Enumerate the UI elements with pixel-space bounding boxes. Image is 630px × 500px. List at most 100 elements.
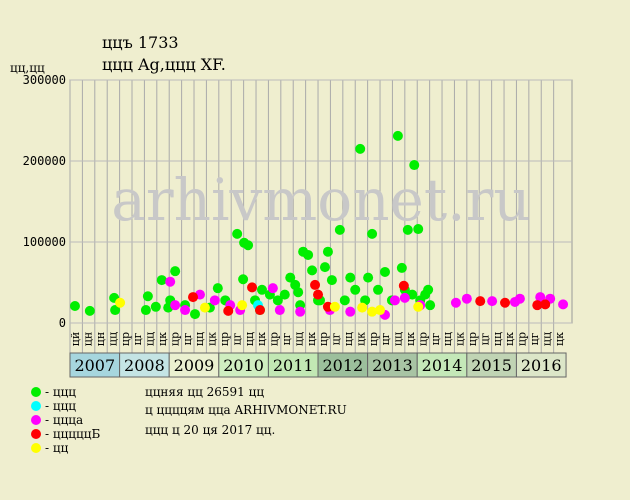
legend-marker — [31, 415, 41, 425]
x-tick-label: цц — [243, 332, 256, 346]
point — [396, 262, 407, 273]
x-tick-label: цц — [144, 332, 157, 346]
legend-label: - цц — [45, 441, 69, 455]
point — [461, 293, 472, 304]
point — [69, 300, 80, 311]
point — [475, 296, 486, 307]
point — [307, 265, 318, 276]
point — [329, 301, 340, 312]
point — [540, 299, 551, 310]
point — [156, 275, 167, 286]
point — [232, 228, 243, 239]
y-tick-label: 100000 — [23, 235, 66, 249]
watermark: arhivmonet.ru — [111, 166, 530, 234]
x-tick-label: цк — [503, 332, 516, 346]
year-label: 2012 — [322, 356, 363, 375]
point — [514, 293, 525, 304]
point — [254, 305, 265, 316]
legend-marker — [31, 401, 41, 411]
point — [322, 246, 333, 257]
x-tick-label: цк — [206, 332, 219, 346]
year-label: 2010 — [223, 356, 264, 375]
point — [345, 306, 356, 317]
point — [150, 301, 161, 312]
legend-label: - ццца — [45, 413, 83, 427]
year-label: 2015 — [471, 356, 512, 375]
year-label: 2007 — [74, 356, 115, 375]
x-tick-label: цг — [379, 332, 392, 345]
year-band — [416, 352, 468, 378]
point — [237, 300, 248, 311]
point — [487, 296, 498, 307]
year-label: 2013 — [372, 356, 413, 375]
x-tick-label: цг — [528, 332, 541, 345]
x-tick-label: цк — [305, 332, 318, 346]
x-tick-label: цн — [82, 332, 95, 346]
x-tick-label: цк — [404, 332, 417, 346]
year-band — [367, 352, 418, 378]
point — [293, 287, 304, 298]
plot-area — [69, 79, 573, 324]
point — [402, 224, 413, 235]
x-tick-label: цц — [292, 332, 305, 346]
point — [319, 262, 330, 273]
point — [532, 300, 543, 311]
point — [367, 228, 378, 239]
point — [247, 282, 258, 293]
x-tick-label: цр — [168, 332, 181, 346]
point — [367, 306, 378, 317]
y-tick-label: 300000 — [23, 73, 66, 87]
year-label: 2009 — [174, 356, 215, 375]
x-tick-label: цг — [230, 332, 243, 345]
legend-marker — [31, 387, 41, 397]
point — [373, 284, 384, 295]
x-tick-label: цц — [193, 332, 206, 346]
point — [322, 301, 333, 312]
y-axis-label: цц,цц — [10, 61, 45, 75]
x-tick-label: цр — [416, 332, 429, 346]
y-tick-label: 0 — [59, 316, 66, 330]
x-tick-label: цр — [317, 332, 330, 346]
point — [303, 249, 314, 260]
point — [500, 297, 511, 308]
x-tick-label: цг — [131, 332, 144, 345]
point — [170, 300, 181, 311]
year-band — [466, 352, 517, 378]
x-tick-label: цр — [367, 332, 380, 346]
point — [209, 295, 220, 306]
year-band — [317, 352, 369, 378]
x-tick-label: цк — [156, 332, 169, 346]
x-tick-label: цц — [441, 332, 454, 346]
point — [409, 160, 420, 171]
point — [379, 266, 390, 277]
x-tick-label: цн — [94, 332, 107, 346]
year-band — [218, 352, 269, 378]
legend-marker — [31, 429, 41, 439]
point — [423, 284, 434, 295]
point — [165, 276, 176, 287]
point — [389, 295, 400, 306]
point — [363, 272, 374, 283]
point — [285, 272, 296, 283]
y-tick-label: 200000 — [23, 154, 66, 168]
point — [238, 274, 249, 285]
point — [267, 283, 278, 294]
point — [212, 283, 223, 294]
legend-label: - ццц — [45, 385, 76, 399]
point — [334, 224, 345, 235]
point — [274, 305, 285, 316]
point — [355, 143, 366, 154]
x-tick-label: цр — [119, 332, 132, 346]
point — [413, 224, 424, 235]
point — [375, 305, 386, 316]
year-band — [515, 352, 567, 378]
point — [115, 297, 126, 308]
x-tick-label: цг — [429, 332, 442, 345]
point — [142, 291, 153, 302]
x-tick-label: цц — [392, 332, 405, 346]
point — [392, 130, 403, 141]
point — [535, 292, 546, 303]
x-tick-label: цг — [181, 332, 194, 345]
